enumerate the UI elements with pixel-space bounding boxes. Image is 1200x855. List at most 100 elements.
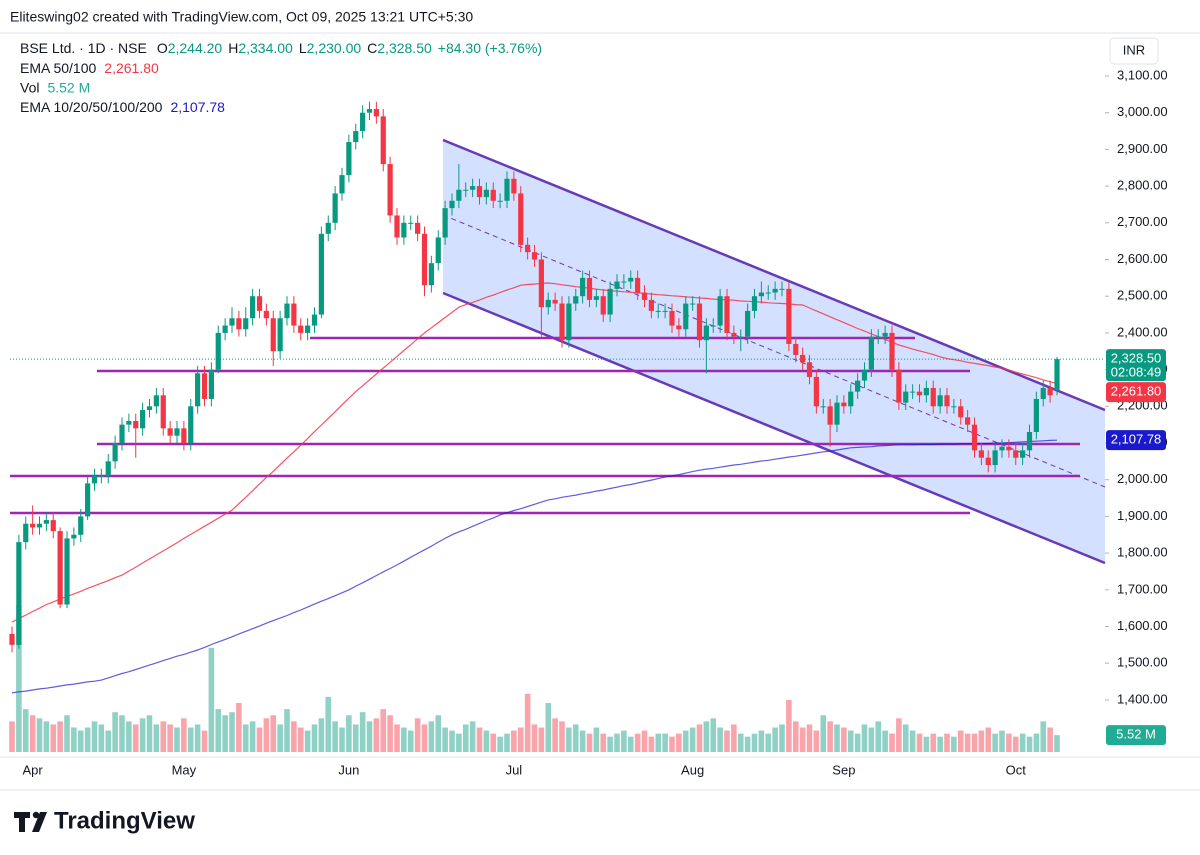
volume-bar: [194, 724, 201, 752]
y-tick-label: 1,700.00: [1117, 581, 1168, 596]
legend-ohlc-value: 2,328.50: [377, 40, 432, 56]
volume-bar: [167, 724, 173, 752]
volume-bar: [710, 718, 717, 752]
volume-bar: [964, 733, 971, 752]
y-tick-label: 3,000.00: [1117, 104, 1168, 119]
volume-bar: [696, 724, 703, 752]
volume-bar: [593, 727, 600, 752]
volume-bar: [772, 727, 778, 752]
volume-bar: [682, 730, 689, 752]
candle-body: [126, 420, 132, 425]
candle-body: [806, 362, 813, 377]
volume-bar: [758, 730, 765, 752]
volume-bar: [669, 736, 675, 752]
candle-body: [1006, 446, 1012, 451]
credit: Eliteswing02 created with TradingView.co…: [10, 9, 473, 25]
brand: TradingView: [54, 807, 195, 834]
volume-bar: [957, 730, 964, 752]
volume-bar: [751, 733, 758, 752]
y-tick-label: 2,600.00: [1117, 251, 1168, 266]
candle-body: [985, 457, 991, 466]
candle-body: [779, 288, 785, 290]
candle-body: [277, 318, 283, 352]
volume-bar: [98, 724, 105, 752]
volume-bar: [187, 727, 194, 752]
candle-body: [745, 310, 751, 337]
candle-body: [662, 310, 668, 312]
volume-bar: [1040, 721, 1047, 752]
candle-body: [325, 222, 331, 234]
volume-bar: [1019, 733, 1026, 752]
candle-body: [64, 538, 70, 605]
volume-bar: [827, 721, 833, 752]
volume-bar: [201, 730, 208, 752]
y-tick-label: 1,800.00: [1117, 545, 1168, 560]
ema-line: [11, 282, 1058, 623]
x-tick-label: Oct: [1006, 762, 1027, 777]
candle-body: [311, 314, 318, 326]
y-tick-label: 2,700.00: [1117, 214, 1168, 229]
volume-bar: [325, 696, 332, 752]
volume-bar: [737, 733, 744, 752]
volume-bar: [71, 727, 77, 752]
candle-body: [580, 277, 586, 297]
candle-body: [710, 325, 716, 327]
candle-body: [772, 288, 778, 293]
volume-bar: [50, 724, 57, 752]
candle-body: [538, 259, 544, 308]
volume-bar: [291, 721, 297, 752]
candle-body: [421, 233, 428, 286]
volume-bar: [9, 721, 15, 752]
volume-bar: [428, 721, 435, 752]
candle-body: [683, 303, 689, 330]
volume-bar: [985, 727, 992, 752]
logo-mark: [14, 812, 30, 832]
volume-bar: [284, 709, 290, 752]
candle-body: [167, 428, 173, 436]
candle-body: [820, 406, 826, 408]
volume-bar: [504, 733, 510, 752]
candle-body: [71, 534, 77, 539]
volume-bar: [813, 730, 820, 752]
candle-body: [470, 186, 476, 190]
candle-body: [655, 310, 661, 312]
y-tick-label: 2,800.00: [1117, 178, 1168, 193]
volume-bar: [43, 721, 50, 752]
volume-badge: [1106, 725, 1166, 746]
candle-body: [614, 281, 620, 289]
candle-body: [105, 461, 111, 477]
candle-body: [607, 288, 613, 315]
candle-body: [98, 476, 104, 478]
candle-body: [545, 299, 551, 308]
legend-ohlc-label: L: [299, 40, 307, 56]
price-badge-label: 2,328.50: [1111, 351, 1162, 366]
candle-body: [992, 450, 998, 466]
currency: INR: [1123, 42, 1145, 57]
price-badge: [1106, 349, 1166, 382]
candle-body: [401, 222, 407, 238]
volume-bar: [944, 733, 950, 752]
candle-body: [848, 391, 854, 407]
candle-body: [525, 244, 531, 253]
volume-bar: [208, 647, 215, 752]
candle-body: [78, 516, 84, 535]
legend-ohlc-value: 2,244.20: [168, 40, 223, 56]
candle-body: [669, 310, 675, 326]
candle-body: [696, 303, 703, 341]
candle-body: [511, 178, 517, 194]
candle-body: [146, 406, 153, 410]
candle-body: [930, 387, 936, 407]
candle-body: [43, 520, 49, 524]
volume-bar: [517, 727, 524, 752]
candle-body: [91, 476, 98, 484]
candle-body: [1033, 398, 1039, 433]
legend-name: EMA 10/20/50/100/200: [20, 99, 163, 115]
candle-body: [373, 109, 379, 117]
volume-bar: [531, 724, 538, 752]
candle-body: [442, 208, 448, 238]
volume-bar: [236, 703, 242, 752]
volume-bar: [263, 718, 270, 752]
x-tick-label: Aug: [681, 762, 704, 777]
candle-body: [332, 193, 338, 223]
volume-bar: [1047, 727, 1053, 752]
